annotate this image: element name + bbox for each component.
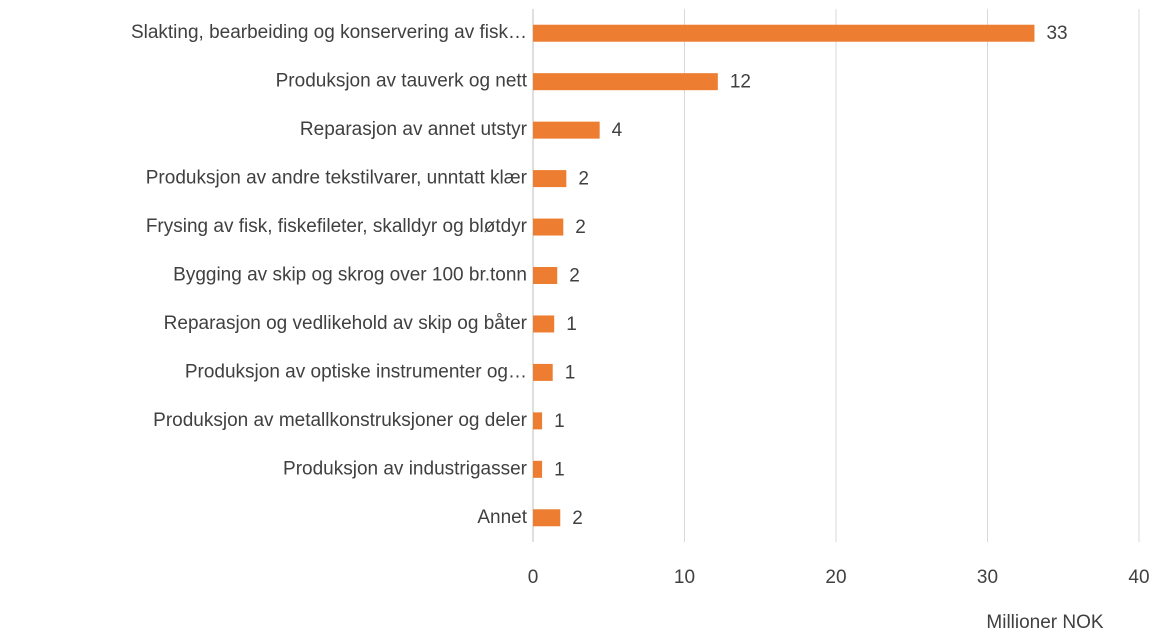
x-tick-label: 0 [528, 567, 539, 588]
y-tick-label: Annet [477, 507, 527, 528]
y-tick-label: Produksjon av optiske instrumenter og… [185, 361, 527, 382]
data-label: 2 [578, 169, 589, 190]
data-label: 2 [575, 217, 586, 238]
data-label: 2 [569, 266, 580, 287]
data-label: 12 [730, 72, 751, 93]
y-tick-label: Produksjon av tauverk og nett [276, 71, 528, 92]
data-label: 1 [566, 314, 577, 335]
data-label: 1 [554, 459, 565, 480]
bar [533, 24, 1035, 42]
x-axis-title: Millioner NOK [986, 612, 1104, 633]
y-tick-label: Frysing av fisk, fiskefileter, skalldyr … [146, 216, 528, 237]
x-tick-label: 20 [825, 567, 846, 588]
y-tick-label: Produksjon av industrigasser [283, 458, 528, 479]
bar [533, 460, 543, 478]
y-tick-label: Slakting, bearbeiding og konservering av… [131, 22, 527, 43]
y-tick-label: Bygging av skip og skrog over 100 br.ton… [173, 265, 527, 286]
bar [533, 412, 543, 430]
data-label: 2 [572, 508, 583, 529]
y-tick-label: Produksjon av metallkonstruksjoner og de… [153, 410, 528, 431]
x-tick-label: 30 [977, 567, 998, 588]
bar [533, 315, 555, 333]
bar [533, 509, 561, 527]
y-tick-label: Reparasjon av annet utstyr [300, 119, 528, 140]
bar [533, 363, 553, 381]
data-label: 1 [565, 362, 576, 383]
y-tick-label: Produksjon av andre tekstilvarer, unntat… [146, 168, 528, 189]
bar [533, 73, 718, 91]
bar [533, 121, 600, 139]
y-tick-label: Reparasjon og vedlikehold av skip og båt… [164, 313, 528, 334]
x-tick-label: 40 [1128, 567, 1149, 588]
bar [533, 218, 564, 236]
bar [533, 267, 558, 284]
data-label: 4 [612, 120, 623, 141]
data-label: 1 [554, 411, 565, 432]
bar [533, 170, 567, 188]
x-tick-label: 10 [674, 567, 695, 588]
data-label: 33 [1046, 23, 1067, 44]
